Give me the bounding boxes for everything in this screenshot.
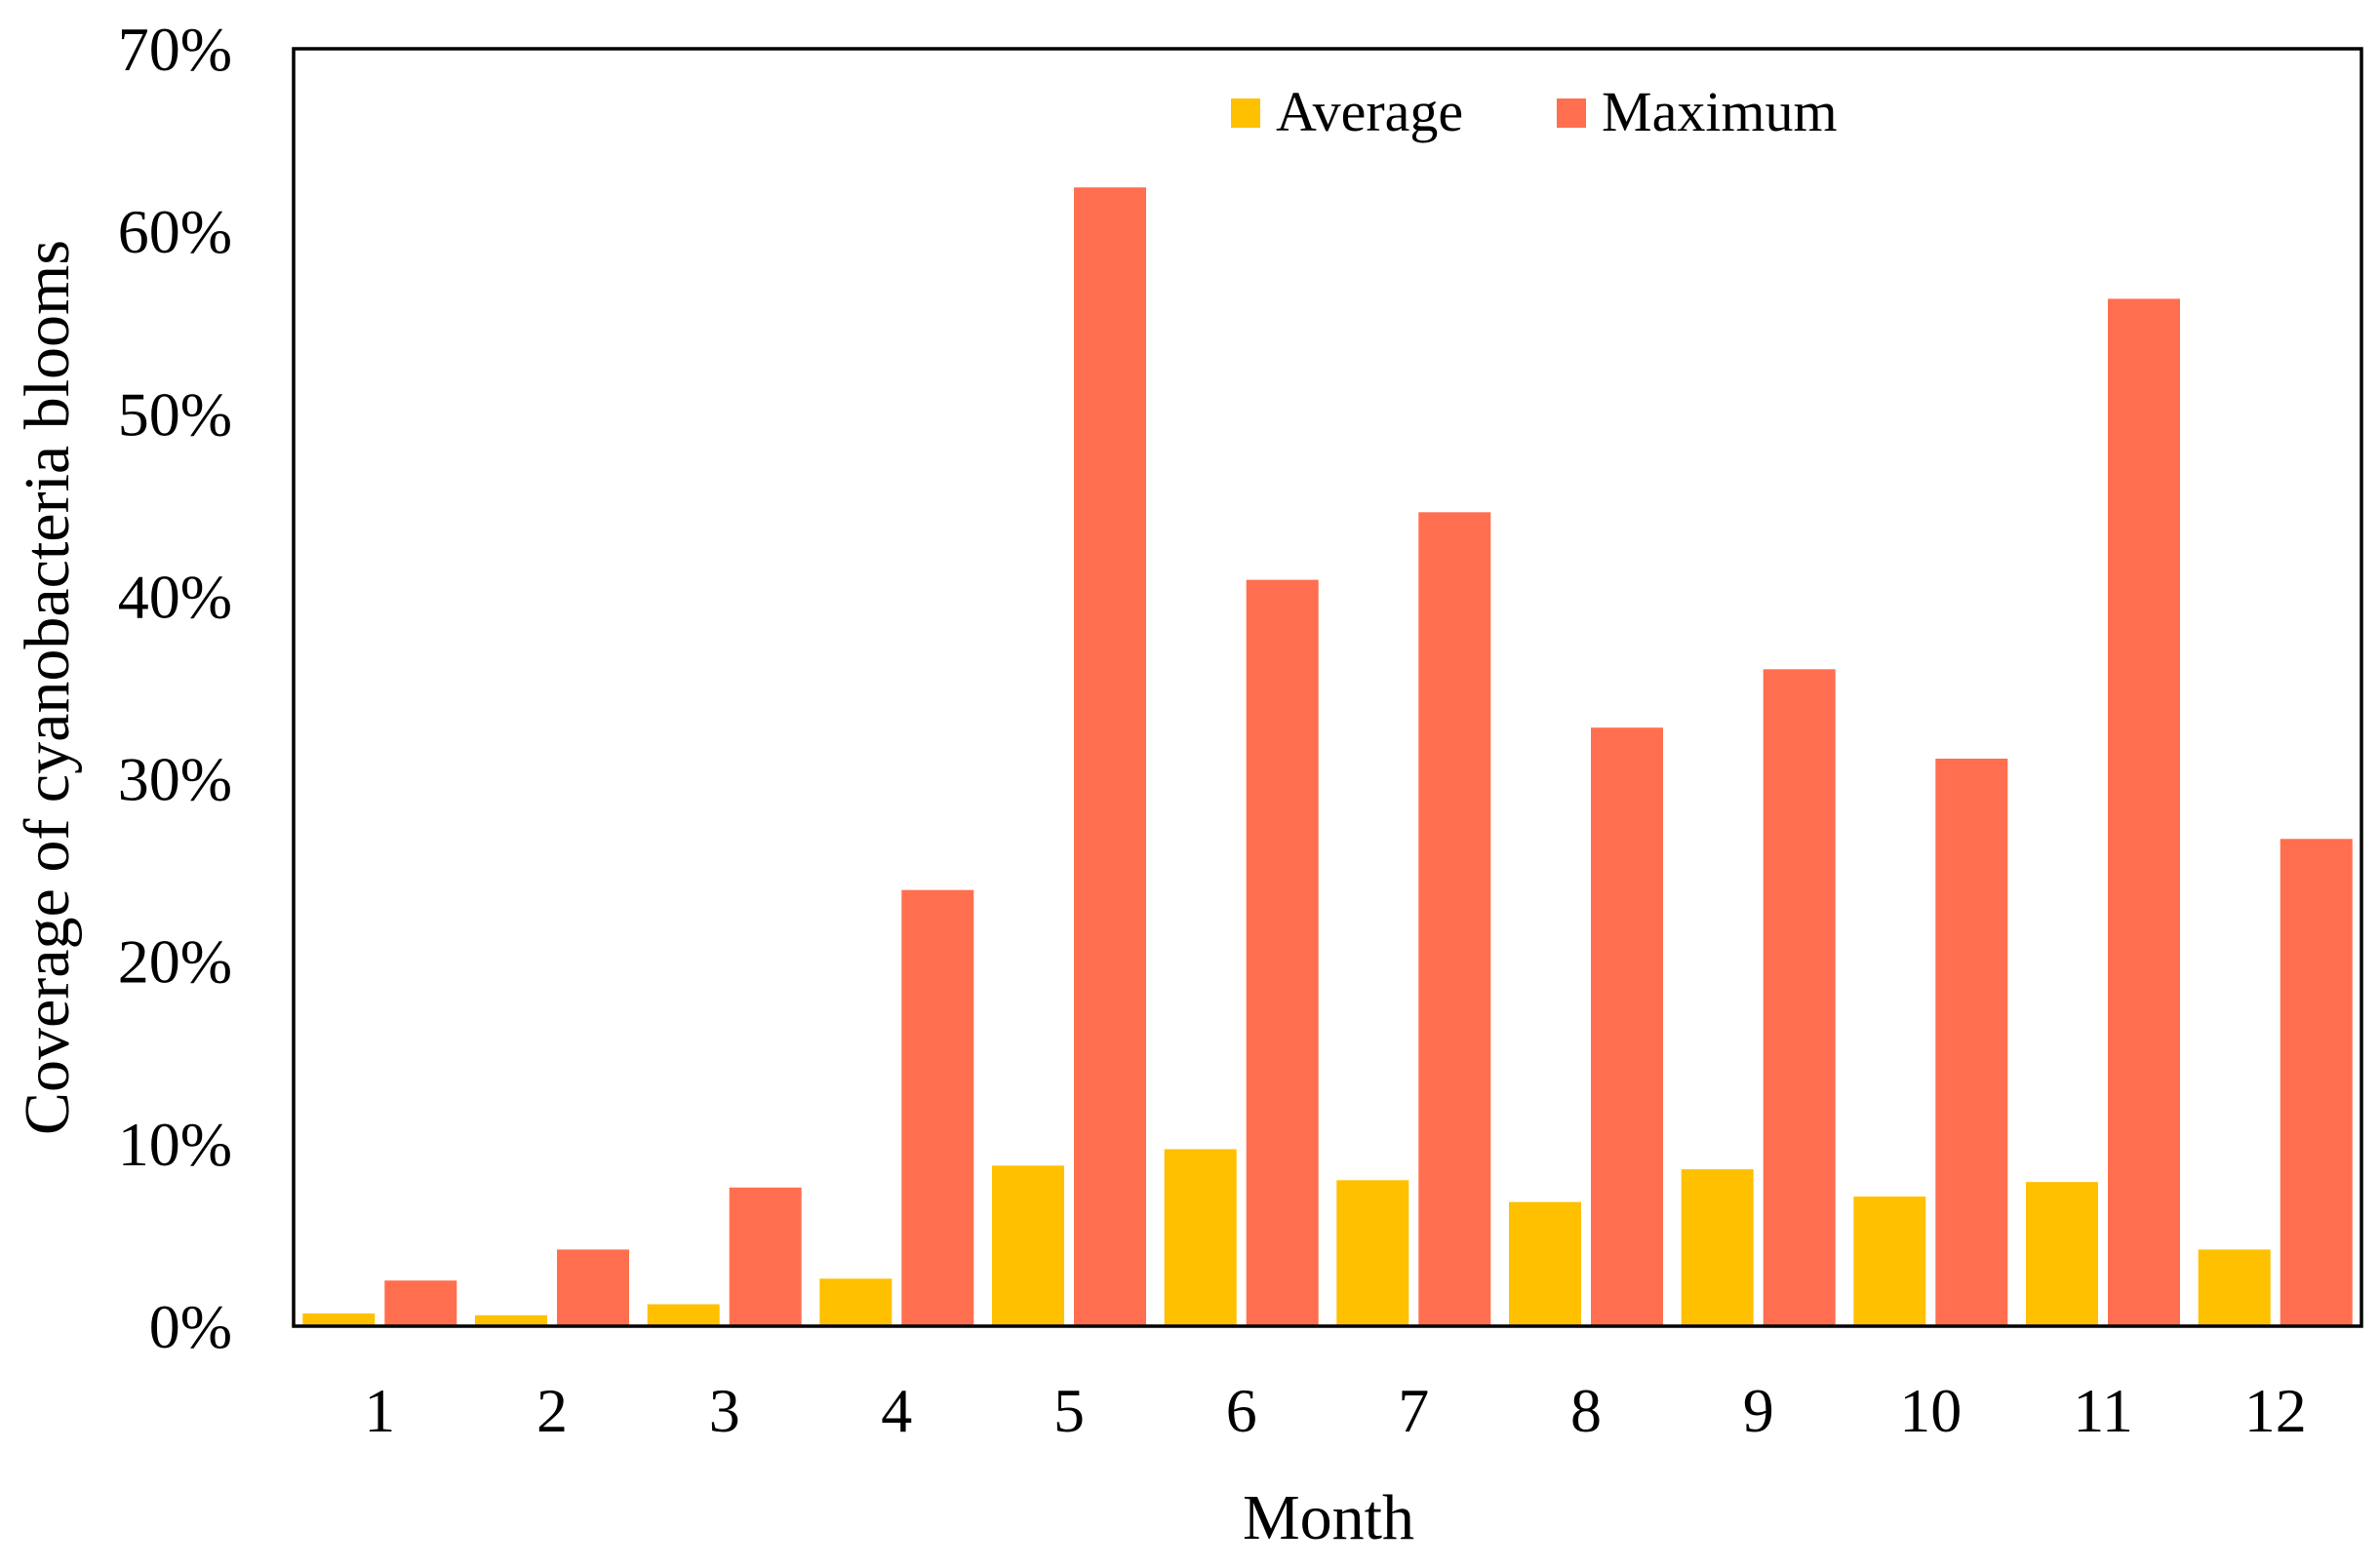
y-tick-label: 40% xyxy=(118,562,232,631)
bar-average-month-9 xyxy=(1681,1169,1754,1326)
bar-maximum-month-1 xyxy=(384,1280,457,1326)
x-tick-label: 2 xyxy=(536,1376,568,1445)
bar-average-month-2 xyxy=(475,1314,547,1326)
bar-average-month-1 xyxy=(302,1313,376,1326)
y-tick-label: 60% xyxy=(118,197,232,266)
legend-swatch-average xyxy=(1231,98,1260,128)
x-tick-label: 10 xyxy=(1899,1376,1962,1445)
y-tick-label: 70% xyxy=(118,15,232,84)
bar-maximum-month-2 xyxy=(557,1249,629,1326)
x-tick-label: 3 xyxy=(709,1376,740,1445)
x-tick-label: 1 xyxy=(364,1376,395,1445)
bar-average-month-3 xyxy=(647,1304,720,1326)
x-tick-label: 8 xyxy=(1570,1376,1602,1445)
bar-maximum-month-12 xyxy=(2280,839,2353,1326)
bar-maximum-month-10 xyxy=(1935,759,2008,1326)
legend-swatch-maximum xyxy=(1557,98,1586,128)
legend: Average Maximum xyxy=(1231,80,1838,143)
x-tick-label: 9 xyxy=(1743,1376,1774,1445)
x-tick-label: 11 xyxy=(2073,1376,2133,1445)
bar-average-month-4 xyxy=(819,1278,892,1326)
bar-maximum-month-8 xyxy=(1591,727,1663,1326)
y-tick-label: 50% xyxy=(118,379,232,449)
x-tick-label: 4 xyxy=(881,1376,912,1445)
x-axis-tick-labels: 1 2 3 4 5 6 7 8 9 10 11 12 xyxy=(364,1376,2306,1445)
legend-label-maximum: Maximum xyxy=(1602,80,1838,143)
bar-average-month-6 xyxy=(1164,1149,1237,1326)
x-tick-label: 7 xyxy=(1398,1376,1429,1445)
y-axis-tick-labels: 0% 10% 20% 30% 40% 50% 60% 70% xyxy=(118,15,232,1361)
bar-maximum-month-5 xyxy=(1074,187,1146,1327)
bar-maximum-month-3 xyxy=(729,1187,802,1326)
bar-average-month-7 xyxy=(1336,1180,1409,1326)
x-axis-label: Month xyxy=(1243,1482,1414,1553)
y-tick-label: 0% xyxy=(149,1292,232,1361)
y-tick-label: 20% xyxy=(118,927,232,997)
bar-average-month-10 xyxy=(1853,1196,1926,1326)
series-average-bars xyxy=(302,1149,2271,1326)
y-tick-label: 10% xyxy=(118,1110,232,1179)
series-maximum-bars xyxy=(384,187,2353,1327)
bar-maximum-month-11 xyxy=(2108,298,2180,1326)
bar-average-month-8 xyxy=(1509,1201,1581,1326)
x-tick-label: 12 xyxy=(2244,1376,2307,1445)
bar-maximum-month-6 xyxy=(1246,579,1319,1326)
plot-area-frame xyxy=(292,47,2363,1328)
bar-maximum-month-7 xyxy=(1418,512,1491,1326)
bar-average-month-11 xyxy=(2026,1182,2098,1326)
bar-maximum-month-9 xyxy=(1763,669,1836,1326)
bar-average-month-5 xyxy=(992,1165,1064,1326)
y-axis-label: Coverage of cyanobacteria blooms xyxy=(12,240,83,1135)
x-tick-label: 5 xyxy=(1053,1376,1085,1445)
bar-average-month-12 xyxy=(2198,1249,2271,1326)
bar-maximum-month-4 xyxy=(901,889,974,1326)
legend-label-average: Average xyxy=(1276,80,1463,143)
x-tick-label: 6 xyxy=(1226,1376,1257,1445)
y-tick-label: 30% xyxy=(118,745,232,814)
